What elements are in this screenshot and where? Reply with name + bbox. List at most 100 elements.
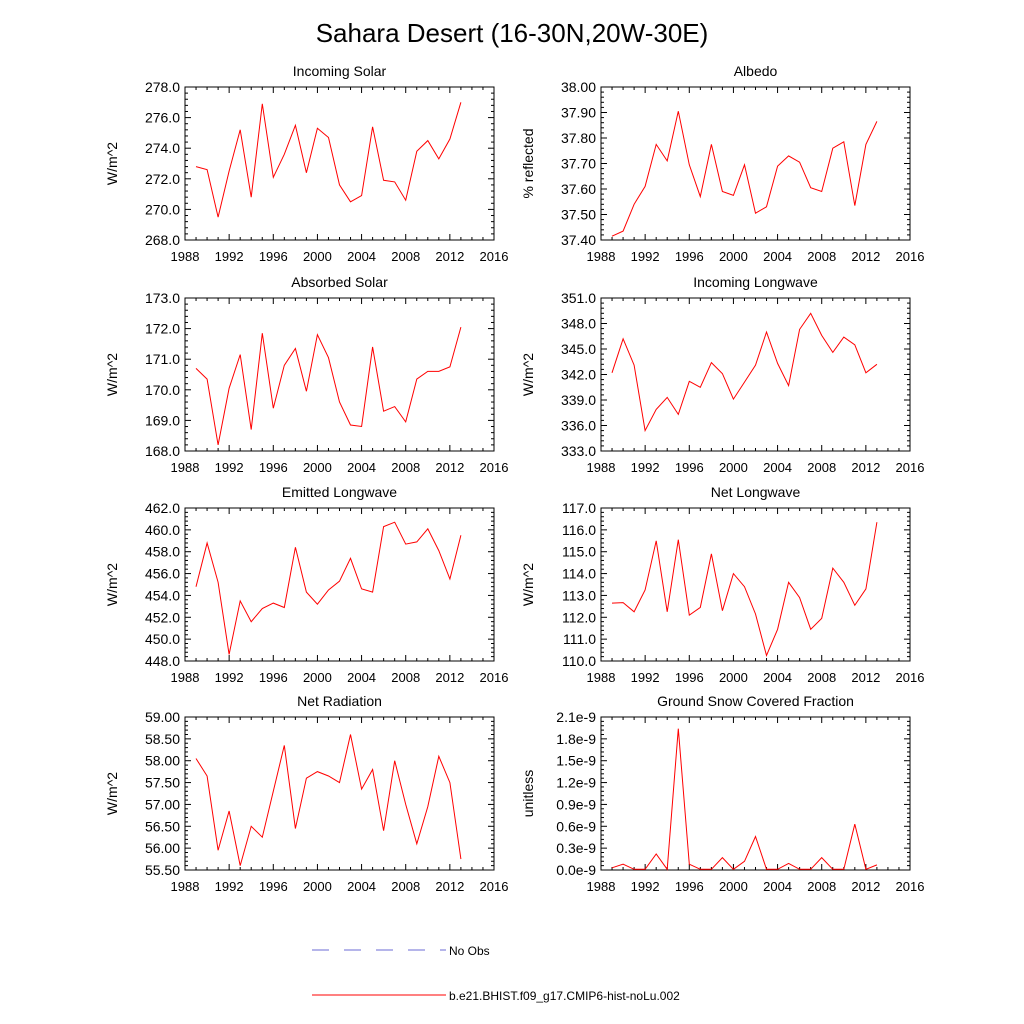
x-tick-label: 2012	[435, 249, 464, 264]
x-tick-label: 2016	[896, 670, 925, 685]
y-tick-label: 38.00	[561, 79, 596, 95]
panel-title: Absorbed Solar	[291, 274, 388, 290]
y-tick-label: 37.70	[561, 156, 596, 172]
y-tick-label: 171.0	[145, 351, 180, 367]
x-tick-label: 2000	[719, 460, 748, 475]
x-tick-label: 2012	[435, 670, 464, 685]
panel-title: Albedo	[734, 63, 778, 79]
x-tick-label: 2000	[303, 879, 332, 894]
x-tick-label: 1988	[171, 670, 200, 685]
y-tick-label: 37.50	[561, 207, 596, 223]
x-tick-label: 2016	[896, 249, 925, 264]
series-line	[195, 521, 462, 655]
series-line	[611, 111, 878, 237]
y-tick-label: 37.40	[561, 232, 596, 248]
y-tick-label: 348.0	[561, 316, 596, 332]
x-tick-label: 2008	[807, 879, 836, 894]
legend: No Obs b.e21.BHIST.f09_g17.CMIP6-hist-no…	[312, 944, 680, 1003]
x-tick-label: 2004	[347, 460, 376, 475]
y-axis-label: W/m^2	[104, 142, 120, 185]
x-tick-label: 2000	[719, 249, 748, 264]
x-tick-label: 2004	[347, 670, 376, 685]
y-tick-label: 351.0	[561, 290, 596, 306]
y-tick-label: 37.90	[561, 105, 596, 121]
y-tick-label: 57.00	[145, 796, 180, 812]
x-tick-label: 2008	[391, 460, 420, 475]
x-tick-label: 2004	[763, 460, 792, 475]
y-axis-label: W/m^2	[104, 353, 120, 396]
x-tick-label: 2012	[435, 460, 464, 475]
x-tick-label: 2008	[807, 249, 836, 264]
y-tick-label: 56.50	[145, 818, 180, 834]
y-tick-label: 454.0	[145, 587, 180, 603]
y-axis-label: W/m^2	[104, 563, 120, 606]
y-tick-label: 276.0	[145, 110, 180, 126]
y-tick-label: 0.6e-9	[556, 818, 596, 834]
y-tick-label: 56.00	[145, 840, 180, 856]
x-tick-label: 2000	[719, 670, 748, 685]
x-tick-label: 1992	[215, 670, 244, 685]
y-axis-label: W/m^2	[520, 563, 536, 606]
x-tick-label: 1992	[215, 879, 244, 894]
x-tick-label: 2004	[763, 879, 792, 894]
y-tick-label: 58.00	[145, 753, 180, 769]
y-tick-label: 460.0	[145, 522, 180, 538]
y-tick-label: 111.0	[563, 631, 596, 647]
y-tick-label: 336.0	[561, 418, 596, 434]
panel-incoming-longwave: Incoming Longwave W/m^2 1988 1992 1996 2000 20…	[520, 274, 924, 475]
panel-title: Net Radiation	[297, 693, 382, 709]
y-tick-label: 1.5e-9	[556, 753, 596, 769]
y-tick-label: 450.0	[145, 631, 180, 647]
panel-title: Emitted Longwave	[282, 484, 397, 500]
y-tick-label: 270.0	[145, 201, 180, 217]
plot-frame	[600, 297, 911, 452]
x-tick-label: 1988	[171, 879, 200, 894]
x-tick-label: 2016	[896, 460, 925, 475]
panel-net-radiation: Net Radiation W/m^2 1988 1992 1996 2000 2004 20…	[104, 693, 508, 894]
y-axis-label: W/m^2	[104, 772, 120, 815]
x-tick-label: 2016	[896, 879, 925, 894]
y-tick-label: 458.0	[145, 544, 180, 560]
y-tick-label: 456.0	[145, 566, 180, 582]
x-tick-label: 2004	[763, 670, 792, 685]
x-tick-label: 1992	[631, 249, 660, 264]
x-tick-label: 1988	[587, 460, 616, 475]
x-tick-label: 2016	[480, 879, 509, 894]
y-tick-label: 116.0	[562, 522, 596, 538]
series-line	[611, 312, 878, 433]
panel-incoming-solar: Incoming Solar W/m^2 1988 1992 1996 2000 2004 2…	[104, 63, 508, 264]
y-tick-label: 0.3e-9	[556, 840, 596, 856]
y-tick-label: 112.0	[562, 609, 596, 625]
x-tick-label: 2000	[719, 879, 748, 894]
y-tick-label: 172.0	[145, 321, 180, 337]
x-tick-label: 1996	[675, 879, 704, 894]
x-tick-label: 1996	[675, 249, 704, 264]
y-tick-label: 452.0	[145, 609, 180, 625]
y-tick-label: 37.60	[561, 181, 596, 197]
y-tick-label: 274.0	[145, 140, 180, 156]
x-tick-label: 1996	[259, 460, 288, 475]
plot-frame	[600, 507, 911, 662]
y-tick-label: 113.0	[562, 587, 596, 603]
y-tick-label: 173.0	[145, 290, 180, 306]
x-tick-label: 2000	[303, 249, 332, 264]
x-tick-label: 2004	[763, 249, 792, 264]
plot-frame	[600, 86, 911, 241]
x-tick-label: 1996	[259, 670, 288, 685]
y-tick-label: 448.0	[145, 653, 180, 669]
x-tick-label: 2008	[807, 460, 836, 475]
y-tick-label: 117.0	[562, 500, 596, 516]
y-tick-label: 272.0	[145, 171, 180, 187]
y-tick-label: 110.0	[562, 653, 596, 669]
plot-frame	[184, 716, 495, 871]
x-tick-label: 2012	[435, 879, 464, 894]
y-tick-label: 58.50	[145, 731, 180, 747]
x-tick-label: 1996	[259, 249, 288, 264]
y-axis-label: unitless	[520, 770, 536, 817]
y-tick-label: 170.0	[145, 382, 180, 398]
x-tick-label: 2004	[347, 879, 376, 894]
figure-title: Sahara Desert (16-30N,20W-30E)	[316, 18, 709, 48]
x-tick-label: 1988	[171, 249, 200, 264]
y-tick-label: 37.80	[561, 130, 596, 146]
